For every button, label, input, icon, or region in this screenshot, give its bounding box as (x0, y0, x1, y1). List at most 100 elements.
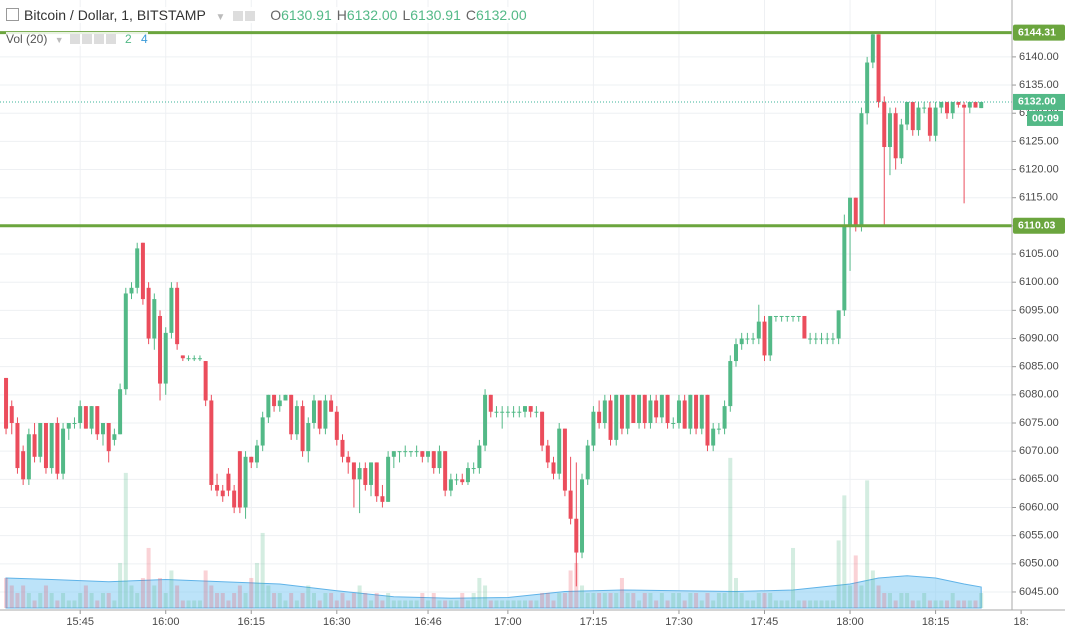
ohlc-value: 6132.00 (346, 7, 398, 23)
close-button[interactable] (105, 34, 116, 44)
x-tick-label: 16:46 (414, 616, 442, 628)
volume-bar (745, 600, 750, 608)
candle-body (551, 462, 556, 474)
candle-body (562, 428, 567, 491)
volume-bar (300, 592, 305, 608)
volume-bar (135, 592, 140, 608)
candle-body (848, 197, 853, 226)
candle-body (351, 462, 356, 480)
volume-bar (517, 600, 522, 608)
candle-body (597, 411, 602, 424)
volume-bar (887, 592, 892, 608)
settings-button[interactable] (69, 34, 80, 44)
volume-bar (323, 592, 328, 608)
volume-bar (927, 600, 932, 608)
candle-body (55, 423, 60, 474)
candle-body (585, 445, 590, 480)
x-tick-label: 15:45 (66, 616, 94, 628)
volume-bar (306, 585, 311, 608)
volume-bar (910, 600, 915, 608)
candle-body (323, 400, 328, 429)
collapse-icon[interactable] (6, 8, 19, 21)
y-tick-label: 6100.00 (1019, 276, 1059, 288)
candle-body (380, 496, 385, 502)
volume-value: 2 (124, 32, 132, 46)
volume-bar (4, 577, 9, 608)
candle-body (739, 338, 744, 345)
volume-bar (762, 592, 767, 608)
candle-body (283, 394, 288, 401)
candle-body (129, 287, 134, 294)
volume-bar (534, 600, 539, 608)
candle-body (15, 423, 20, 469)
volume-bar (939, 600, 944, 608)
candle-body (688, 394, 693, 429)
dropdown-caret[interactable]: ▼ (215, 12, 226, 23)
volume-bar (962, 600, 967, 608)
candle-body (4, 377, 9, 429)
volume-bar (443, 600, 448, 608)
volume-bar (813, 600, 818, 608)
x-tick-label: 16:15 (237, 616, 265, 628)
volume-bar (768, 592, 773, 608)
candle-body (408, 451, 413, 453)
volume-bar (882, 592, 887, 608)
add-button[interactable] (93, 34, 104, 44)
hide-button[interactable] (245, 11, 256, 21)
candle-body (522, 406, 527, 412)
candle-body (711, 428, 716, 446)
candle-body (608, 400, 613, 440)
candle-body (648, 400, 653, 424)
candle-body (420, 451, 425, 457)
candle-body (887, 113, 892, 148)
volume-bar (557, 592, 562, 608)
volume-bar (89, 592, 94, 608)
volume-bar (779, 600, 784, 608)
volume-bar (870, 570, 875, 608)
volume-legend: Vol (20) ▼ 2 4 (6, 32, 148, 46)
volume-bar (72, 600, 77, 608)
volume-bar (403, 600, 408, 608)
candle-body (294, 406, 299, 435)
volume-bar (146, 547, 151, 608)
volume-bar (756, 592, 761, 608)
volume-bar (220, 592, 225, 608)
candle-body (642, 394, 647, 424)
candle-body (317, 400, 322, 429)
candle-body (899, 124, 904, 159)
volume-bar (26, 592, 31, 608)
volume-bar (106, 592, 111, 608)
volume-bar (716, 592, 721, 608)
candle-body (865, 62, 870, 114)
candle-body (61, 428, 66, 474)
candle-body (483, 394, 488, 446)
y-tick-label: 6115.00 (1019, 192, 1058, 204)
volume-bar (78, 592, 83, 608)
hide-button[interactable] (81, 34, 92, 44)
volume-bar (922, 592, 927, 608)
candle-body (363, 468, 368, 485)
volume-bar (483, 585, 488, 608)
y-tick-label: 6085.00 (1019, 361, 1059, 373)
volume-bar (192, 600, 197, 608)
volume-bar (83, 585, 88, 608)
volume-bar (100, 592, 105, 608)
y-tick-label: 6075.00 (1019, 417, 1059, 429)
y-tick-label: 6125.00 (1019, 135, 1059, 147)
volume-bar (232, 592, 237, 608)
plot-area (0, 0, 1012, 610)
candle-body (625, 394, 630, 429)
dropdown-caret[interactable]: ▼ (54, 35, 64, 45)
candle-body (477, 445, 482, 469)
settings-button[interactable] (233, 11, 244, 21)
volume-bar (363, 592, 368, 608)
ohlc-label: C (465, 7, 476, 23)
y-tick-label: 6095.00 (1019, 304, 1059, 316)
candle-body (927, 107, 932, 136)
candle-body (728, 361, 733, 407)
volume-bar (272, 592, 277, 608)
volume-bar (540, 592, 545, 608)
y-tick-label: 6135.00 (1019, 79, 1059, 91)
y-tick-label: 6070.00 (1019, 445, 1059, 457)
volume-bar (414, 600, 419, 608)
